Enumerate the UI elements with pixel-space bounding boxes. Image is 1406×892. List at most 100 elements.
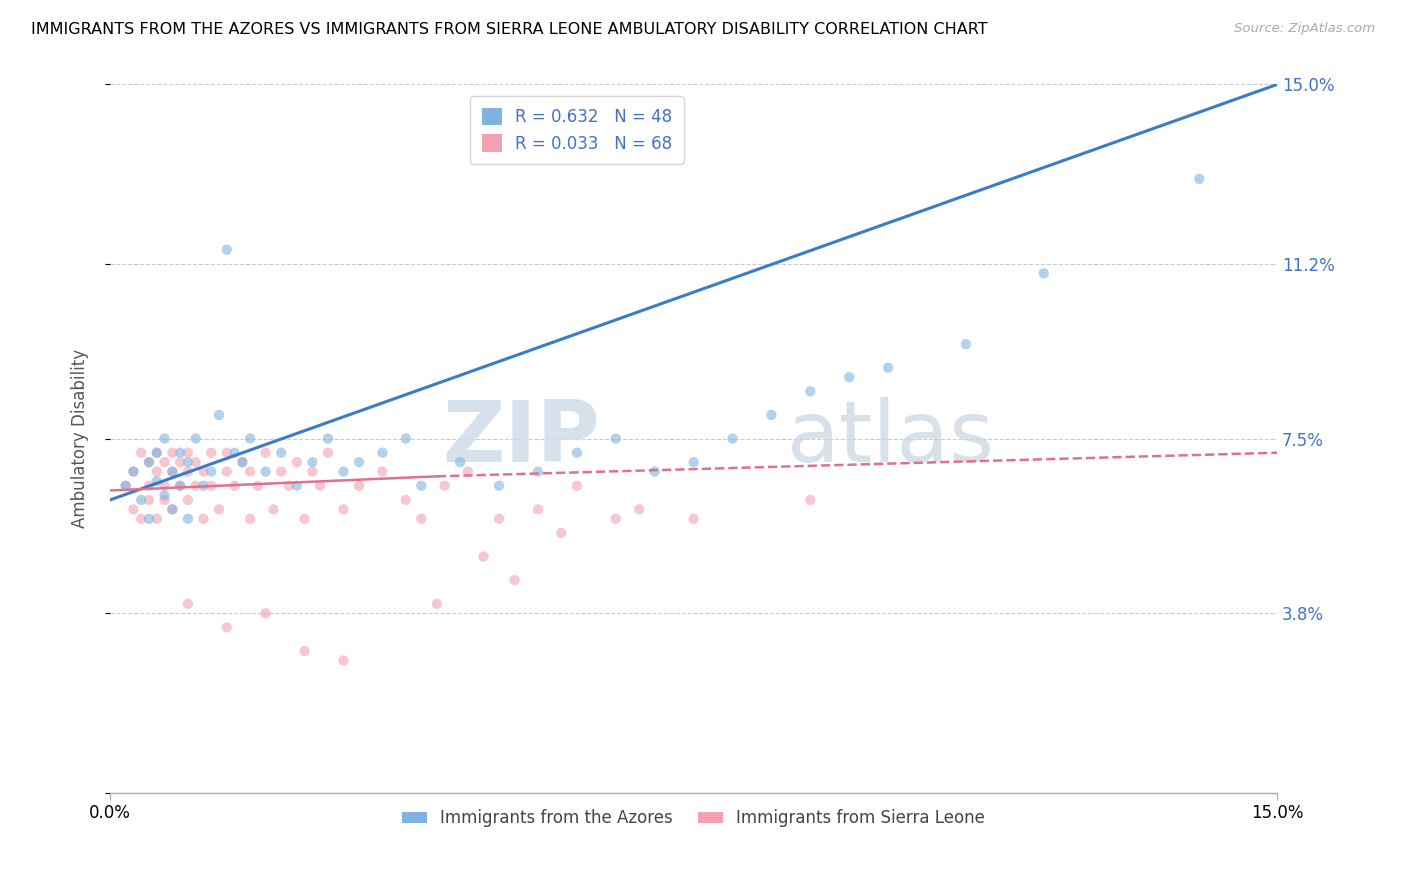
Point [153, 492, 176, 507]
Point [527, 502, 550, 516]
Point [215, 465, 238, 479]
Point [449, 455, 471, 469]
Point [550, 526, 572, 541]
Point [145, 512, 167, 526]
Point [239, 432, 262, 446]
Point [294, 644, 316, 658]
Point [193, 512, 215, 526]
Point [162, 465, 184, 479]
Point [114, 479, 136, 493]
Point [254, 606, 277, 620]
Point [145, 446, 167, 460]
Point [426, 597, 449, 611]
Point [565, 446, 588, 460]
Legend: Immigrants from the Azores, Immigrants from Sierra Leone: Immigrants from the Azores, Immigrants f… [395, 803, 991, 834]
Point [177, 597, 200, 611]
Point [395, 432, 418, 446]
Point [162, 446, 184, 460]
Point [411, 512, 433, 526]
Point [799, 492, 821, 507]
Point [145, 446, 167, 460]
Point [270, 465, 292, 479]
Point [838, 370, 860, 384]
Point [200, 465, 222, 479]
Point [177, 512, 200, 526]
Text: ZIP: ZIP [443, 397, 600, 480]
Point [184, 432, 207, 446]
Point [153, 488, 176, 502]
Point [138, 455, 160, 469]
Point [799, 384, 821, 399]
Point [224, 446, 246, 460]
Point [285, 479, 308, 493]
Point [215, 243, 238, 257]
Point [301, 465, 323, 479]
Point [332, 502, 354, 516]
Point [309, 479, 332, 493]
Point [644, 465, 666, 479]
Point [332, 465, 354, 479]
Text: IMMIGRANTS FROM THE AZORES VS IMMIGRANTS FROM SIERRA LEONE AMBULATORY DISABILITY: IMMIGRANTS FROM THE AZORES VS IMMIGRANTS… [31, 22, 987, 37]
Point [138, 455, 160, 469]
Point [371, 446, 394, 460]
Point [316, 446, 339, 460]
Point [138, 512, 160, 526]
Point [254, 446, 277, 460]
Point [177, 446, 200, 460]
Point [332, 653, 354, 667]
Point [231, 455, 253, 469]
Point [527, 465, 550, 479]
Point [169, 479, 191, 493]
Point [472, 549, 495, 564]
Point [503, 573, 526, 587]
Point [122, 502, 145, 516]
Point [231, 455, 253, 469]
Point [285, 455, 308, 469]
Point [162, 502, 184, 516]
Point [488, 512, 510, 526]
Point [278, 479, 301, 493]
Point [200, 446, 222, 460]
Point [254, 465, 277, 479]
Point [208, 502, 231, 516]
Point [565, 479, 588, 493]
Y-axis label: Ambulatory Disability: Ambulatory Disability [72, 349, 89, 528]
Point [628, 502, 651, 516]
Point [239, 465, 262, 479]
Point [433, 479, 456, 493]
Point [193, 479, 215, 493]
Point [1032, 266, 1054, 280]
Point [153, 455, 176, 469]
Point [371, 465, 394, 479]
Point [347, 479, 370, 493]
Point [162, 502, 184, 516]
Point [145, 474, 167, 488]
Point [224, 479, 246, 493]
Point [270, 446, 292, 460]
Point [262, 502, 284, 516]
Point [177, 465, 200, 479]
Point [122, 465, 145, 479]
Point [169, 446, 191, 460]
Point [761, 408, 783, 422]
Point [246, 479, 269, 493]
Point [138, 492, 160, 507]
Point [605, 512, 627, 526]
Point [294, 512, 316, 526]
Point [682, 512, 704, 526]
Point [411, 479, 433, 493]
Point [129, 512, 152, 526]
Point [877, 360, 900, 375]
Point [162, 465, 184, 479]
Point [457, 465, 479, 479]
Point [215, 446, 238, 460]
Point [184, 479, 207, 493]
Point [955, 337, 977, 351]
Point [605, 432, 627, 446]
Point [153, 479, 176, 493]
Point [682, 455, 704, 469]
Point [301, 455, 323, 469]
Point [215, 620, 238, 634]
Point [169, 455, 191, 469]
Point [184, 455, 207, 469]
